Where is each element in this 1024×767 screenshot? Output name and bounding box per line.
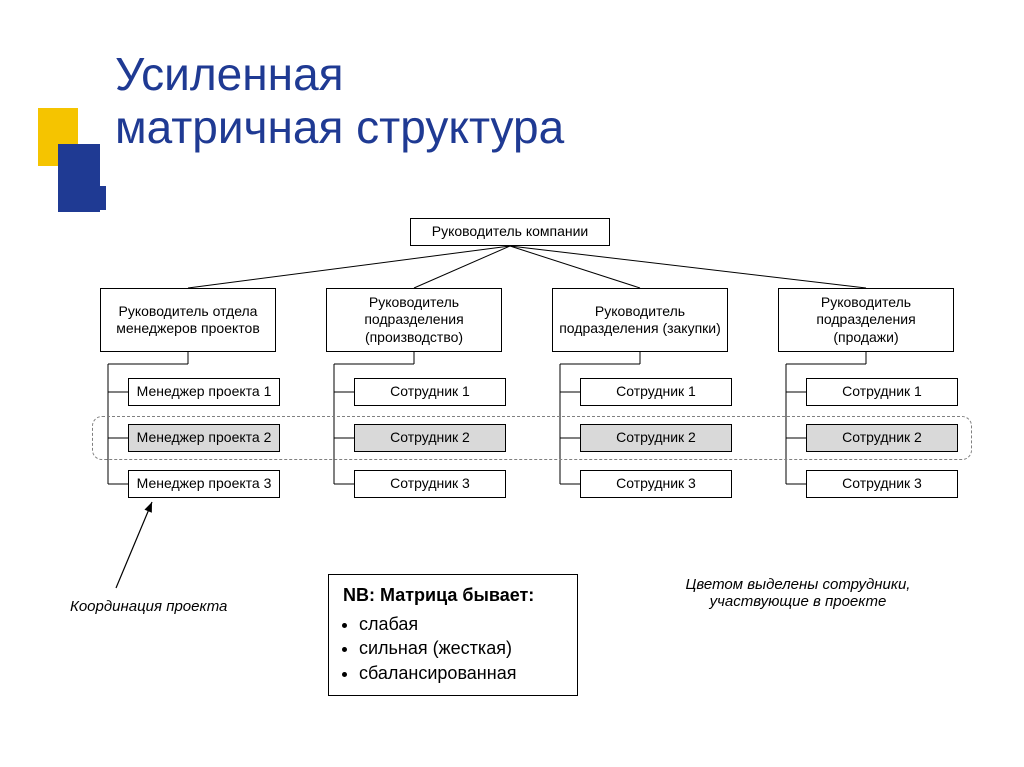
org-root: Руководитель компании bbox=[410, 218, 610, 246]
caption-color-legend: Цветом выделены сотрудники, участвующие … bbox=[658, 576, 938, 610]
org-employee-0-0: Менеджер проекта 1 bbox=[128, 378, 280, 406]
caption-right-line2: участвующие в проекте bbox=[710, 593, 887, 610]
org-dept-2: Руководитель подразделения (закупки) bbox=[552, 288, 728, 352]
note-item-0: слабая bbox=[359, 612, 563, 636]
org-employee-3-2: Сотрудник 3 bbox=[806, 470, 958, 498]
org-employee-3-1: Сотрудник 2 bbox=[806, 424, 958, 452]
caption-coordination: Координация проекта bbox=[70, 598, 227, 615]
slide-title: Усиленнаяматричная структура bbox=[115, 48, 564, 154]
org-employee-2-2: Сотрудник 3 bbox=[580, 470, 732, 498]
org-dept-3: Руководитель подразделения (продажи) bbox=[778, 288, 954, 352]
org-employee-0-1: Менеджер проекта 2 bbox=[128, 424, 280, 452]
note-title: NB: Матрица бывает: bbox=[343, 585, 563, 606]
org-employee-3-0: Сотрудник 1 bbox=[806, 378, 958, 406]
org-dept-1: Руководитель подразделения (производство… bbox=[326, 288, 502, 352]
caption-right-line1: Цветом выделены сотрудники, bbox=[686, 576, 911, 593]
org-employee-2-1: Сотрудник 2 bbox=[580, 424, 732, 452]
note-matrix-types: NB: Матрица бывает: слабая сильная (жест… bbox=[328, 574, 578, 696]
org-employee-1-1: Сотрудник 2 bbox=[354, 424, 506, 452]
decor-navy-block-small bbox=[82, 186, 106, 210]
org-employee-0-2: Менеджер проекта 3 bbox=[128, 470, 280, 498]
org-employee-2-0: Сотрудник 1 bbox=[580, 378, 732, 406]
org-employee-1-2: Сотрудник 3 bbox=[354, 470, 506, 498]
org-employee-1-0: Сотрудник 1 bbox=[354, 378, 506, 406]
org-dept-0: Руководитель отдела менеджеров проектов bbox=[100, 288, 276, 352]
note-item-2: сбалансированная bbox=[359, 661, 563, 685]
note-item-1: сильная (жесткая) bbox=[359, 636, 563, 660]
